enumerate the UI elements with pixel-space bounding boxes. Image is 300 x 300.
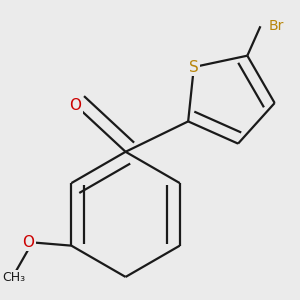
Text: O: O — [22, 235, 34, 250]
Text: Br: Br — [269, 19, 284, 33]
Text: S: S — [189, 59, 199, 74]
Text: O: O — [70, 98, 82, 113]
Text: CH₃: CH₃ — [3, 271, 26, 284]
